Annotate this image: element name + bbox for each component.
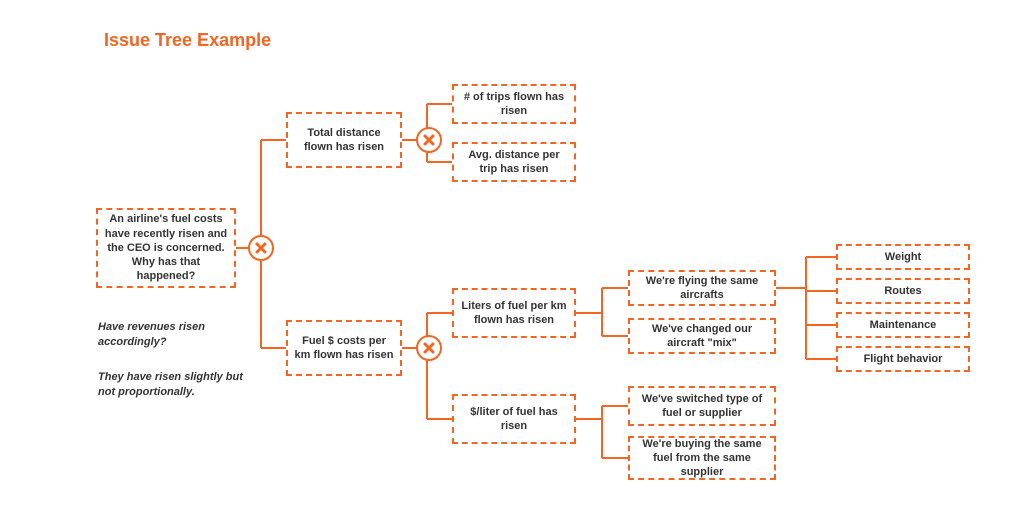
tree-node-avg: Avg. distance per trip has risen [452,142,576,182]
tree-node-buysame: We're buying the same fuel from the same… [628,436,776,480]
tree-node-switch: We've switched type of fuel or supplier [628,386,776,426]
tree-node-maint: Maintenance [836,312,970,338]
tree-node-cost: Fuel $ costs per km flown has risen [286,320,402,376]
tree-node-routes: Routes [836,278,970,304]
tree-node-mix: We've changed our aircraft "mix" [628,318,776,354]
annotation-q1: Have revenues risen accordingly? [98,320,238,350]
tree-node-trips: # of trips flown has risen [452,84,576,124]
tree-node-dist: Total distance flown has risen [286,112,402,168]
tree-node-same: We're flying the same aircrafts [628,270,776,306]
tree-node-price: $/liter of fuel has risen [452,394,576,444]
tree-node-root: An airline's fuel costs have recently ri… [96,208,236,288]
x-icon [416,335,442,361]
annotation-q2: They have risen slightly but not proport… [98,370,248,400]
x-icon [416,127,442,153]
tree-node-weight: Weight [836,244,970,270]
page-title: Issue Tree Example [104,30,271,51]
tree-node-liters: Liters of fuel per km flown has risen [452,288,576,338]
tree-node-flight: Flight behavior [836,346,970,372]
x-icon [248,235,274,261]
